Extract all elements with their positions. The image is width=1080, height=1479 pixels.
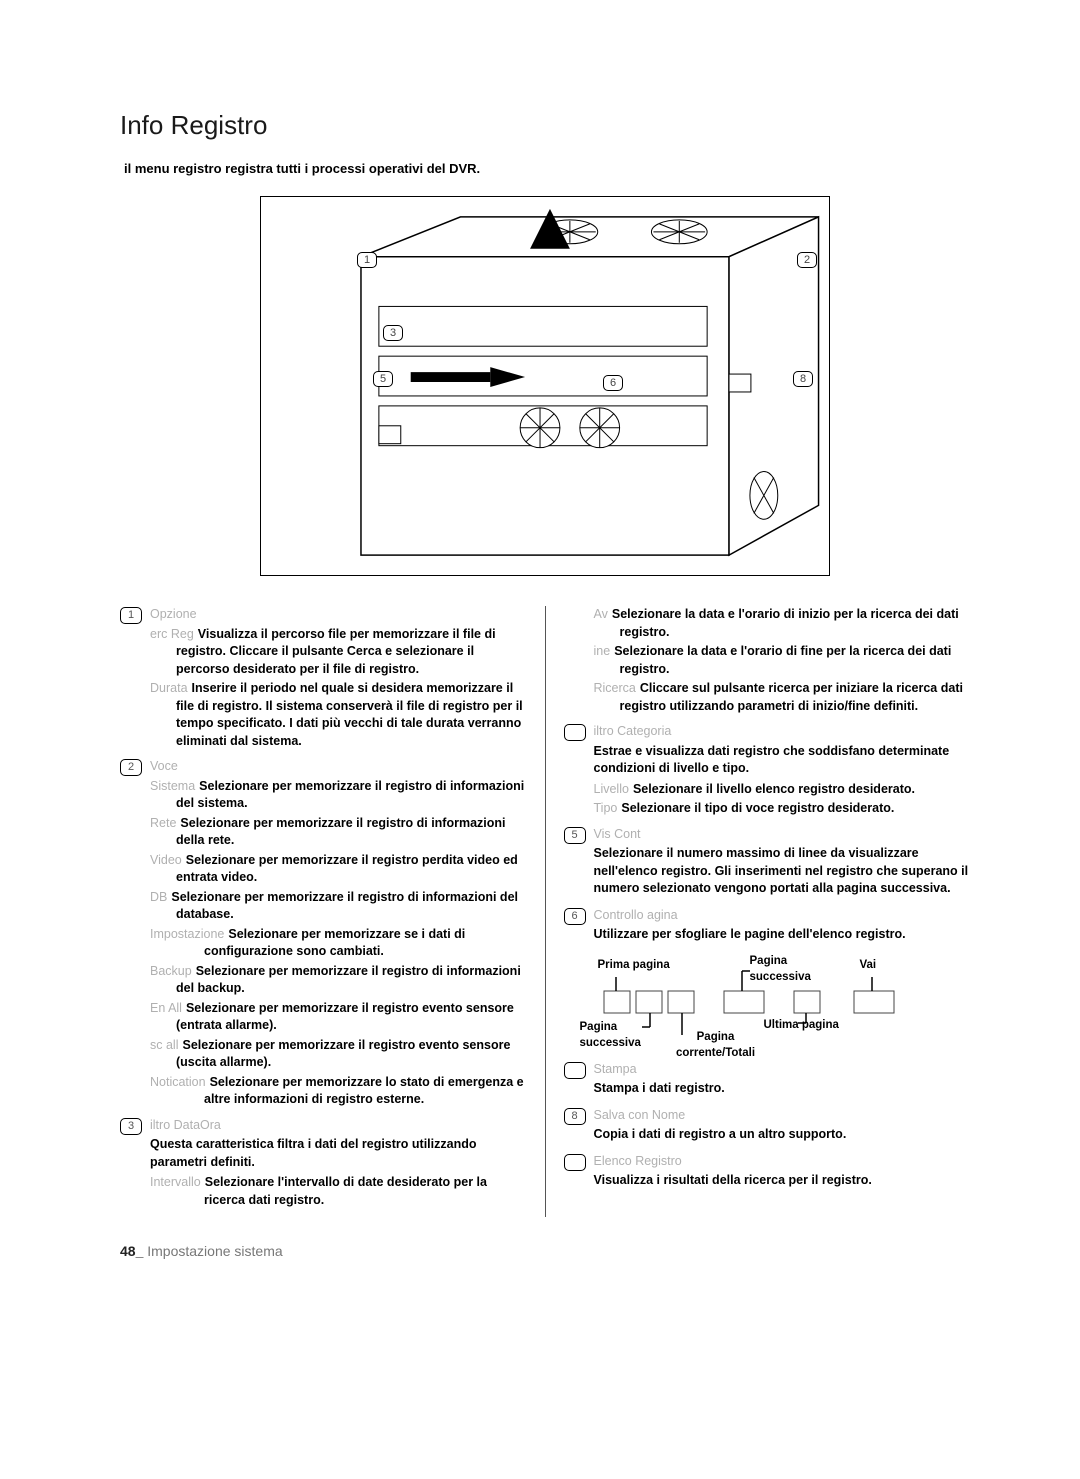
desc: Inserire il periodo nel quale si desider… — [176, 681, 523, 748]
label: Ricerca — [594, 681, 640, 695]
pager-top-right: Vai — [860, 957, 877, 973]
sec-stampa-desc: Stampa i dati registro. — [594, 1080, 971, 1098]
desc: Selezionare per memorizzare il registro … — [176, 964, 521, 996]
label: En All — [150, 1001, 186, 1015]
badge-blank: . — [564, 1154, 586, 1171]
desc: Selezionare l'intervallo di date desider… — [204, 1175, 487, 1207]
badge-1: 1 — [120, 607, 142, 624]
right-column: AvSelezionare la data e l'orario di iniz… — [546, 606, 971, 1217]
sec-5-head: Vis Cont — [594, 826, 971, 844]
badge-6: 6 — [564, 908, 586, 925]
pager-diagram: Prima pagina Pagina successiva Vai Pagin… — [594, 957, 971, 1047]
desc: Cliccare sul pulsante ricerca per inizia… — [620, 681, 963, 713]
sec-elenco-head: Elenco Registro — [594, 1153, 971, 1171]
sec-stampa-head: Stampa — [594, 1061, 971, 1079]
sec-8-head: Salva con Nome — [594, 1107, 971, 1125]
section-stampa: . Stampa Stampa i dati registro. — [564, 1061, 971, 1101]
label: Backup — [150, 964, 196, 978]
section-2: 2 Voce SistemaSelezionare per memorizzar… — [120, 758, 527, 1111]
sec-2-head: Voce — [150, 758, 527, 776]
sec-6-desc: Utilizzare per sfogliare le pagine dell'… — [594, 926, 971, 944]
label: DB — [150, 890, 171, 904]
pager-bot-right: Ultima pagina — [764, 1017, 839, 1033]
page-subtitle: il menu registro registra tutti i proces… — [124, 161, 970, 176]
sec-3-desc: Questa caratteristica filtra i dati del … — [150, 1136, 527, 1171]
section-1: 1 Opzione erc RegVisualizza il percorso … — [120, 606, 527, 752]
label: erc Reg — [150, 627, 198, 641]
badge-2: 2 — [120, 759, 142, 776]
callout-3: 3 — [383, 325, 403, 341]
badge-5: 5 — [564, 827, 586, 844]
pager-top-left: Prima pagina — [598, 957, 670, 973]
section-r0: AvSelezionare la data e l'orario di iniz… — [564, 606, 971, 717]
dvr-svg — [261, 197, 829, 575]
desc: Selezionare per memorizzare il registro … — [176, 1038, 510, 1070]
sec-8-desc: Copia i dati di registro a un altro supp… — [594, 1126, 971, 1144]
section-3: 3 iltro DataOra Questa caratteristica fi… — [120, 1117, 527, 1212]
callout-8: 8 — [793, 371, 813, 387]
section-elenco: . Elenco Registro Visualizza i risultati… — [564, 1153, 971, 1193]
desc: Selezionare per memorizzare il registro … — [176, 1001, 514, 1033]
section-8: 8 Salva con Nome Copia i dati di registr… — [564, 1107, 971, 1147]
sec-r1-desc: Estrae e visualizza dati registro che so… — [594, 743, 971, 778]
callout-6: 6 — [603, 375, 623, 391]
desc: Selezionare la data e l'orario di inizio… — [612, 607, 959, 639]
badge-8: 8 — [564, 1108, 586, 1125]
pager-bot-mid: Pagina corrente/Totali — [666, 1029, 766, 1061]
section-6: 6 Controllo agina Utilizzare per sfoglia… — [564, 907, 971, 947]
page-footer: 48_ Impostazione sistema — [120, 1243, 970, 1259]
label: Livello — [594, 782, 633, 796]
desc: Selezionare per memorizzare il registro … — [176, 779, 524, 811]
desc: Selezionare per memorizzare lo stato di … — [204, 1075, 524, 1107]
label: Video — [150, 853, 186, 867]
desc: Visualizza il percorso file per memorizz… — [176, 627, 496, 676]
sec-elenco-desc: Visualizza i risultati della ricerca per… — [594, 1172, 971, 1190]
footer-text: Impostazione sistema — [147, 1243, 282, 1259]
label: Rete — [150, 816, 180, 830]
sec-3-head: iltro DataOra — [150, 1117, 527, 1135]
desc: Selezionare il tipo di voce registro des… — [621, 801, 894, 815]
desc: Selezionare per memorizzare il registro … — [171, 890, 518, 922]
left-column: 1 Opzione erc RegVisualizza il percorso … — [120, 606, 546, 1217]
badge-3: 3 — [120, 1118, 142, 1135]
section-5: 5 Vis Cont Selezionare il numero massimo… — [564, 826, 971, 901]
desc: Selezionare la data e l'orario di fine p… — [614, 644, 951, 676]
content-columns: 1 Opzione erc RegVisualizza il percorso … — [120, 606, 970, 1217]
section-r1: . iltro Categoria Estrae e visualizza da… — [564, 723, 971, 820]
label: Notication — [150, 1075, 210, 1089]
page-title: Info Registro — [120, 110, 970, 141]
label: Impostazione — [150, 927, 228, 941]
sec-1-head: Opzione — [150, 606, 527, 624]
sec-6-head: Controllo agina — [594, 907, 971, 925]
callout-5: 5 — [373, 371, 393, 387]
label: sc all — [150, 1038, 182, 1052]
sec-r1-head: iltro Categoria — [594, 723, 971, 741]
label: Tipo — [594, 801, 622, 815]
device-illustration: 1 2 3 5 6 8 — [260, 196, 830, 576]
badge-blank: . — [564, 724, 586, 741]
desc: Selezionare per memorizzare il registro … — [176, 816, 506, 848]
sec-5-desc: Selezionare il numero massimo di linee d… — [594, 845, 971, 898]
desc: Selezionare per memorizzare se i dati di… — [204, 927, 465, 959]
page-number: 48_ — [120, 1243, 143, 1259]
label: Sistema — [150, 779, 199, 793]
desc: Selezionare per memorizzare il registro … — [176, 853, 518, 885]
label: Av — [594, 607, 612, 621]
label: Intervallo — [150, 1175, 205, 1189]
label: ine — [594, 644, 615, 658]
callout-1: 1 — [357, 252, 377, 268]
pager-bot-left: Pagina successiva — [580, 1019, 650, 1051]
badge-blank: . — [564, 1062, 586, 1079]
label: Durata — [150, 681, 192, 695]
pager-top-mid: Pagina successiva — [750, 953, 820, 985]
callout-2: 2 — [797, 252, 817, 268]
desc: Selezionare il livello elenco registro d… — [633, 782, 915, 796]
